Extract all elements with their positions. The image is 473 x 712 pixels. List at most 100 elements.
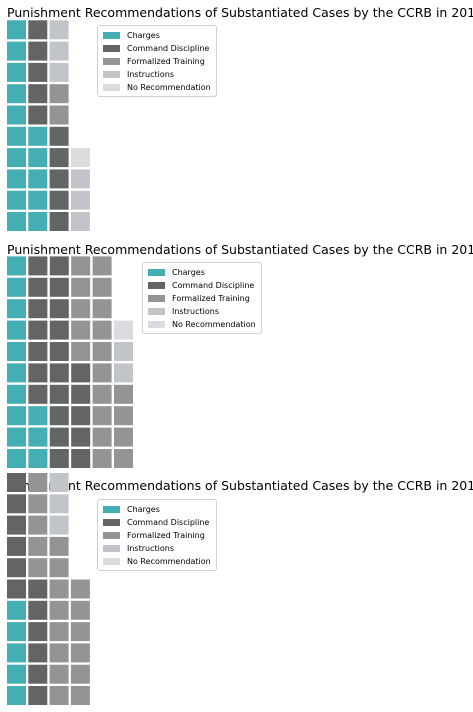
legend-swatch [148, 295, 165, 302]
legend-swatch [103, 545, 120, 552]
waffle-cell-command-discipline [28, 63, 47, 82]
legend-swatch [103, 532, 120, 539]
waffle-cell-formalized-training [50, 537, 69, 556]
waffle-cell-command-discipline [28, 580, 47, 599]
waffle-cell-command-discipline [28, 106, 47, 125]
waffle-cell-formalized-training [71, 665, 90, 684]
waffle-cell-command-discipline [7, 537, 26, 556]
waffle-cell-charges [7, 686, 26, 705]
waffle-cell-formalized-training [71, 342, 90, 361]
waffle-cell-command-discipline [50, 299, 69, 318]
waffle-cell-charges [7, 406, 26, 425]
waffle-cell-command-discipline [50, 428, 69, 447]
waffle-panel-2014: Punishment Recommendations of Substantia… [0, 0, 473, 236]
legend-item: Charges [148, 266, 256, 279]
legend-item: Charges [103, 29, 211, 42]
waffle-cell-formalized-training [50, 622, 69, 641]
legend-label: Charges [127, 505, 160, 514]
waffle-cell-charges [7, 385, 26, 404]
legend-item: Command Discipline [148, 279, 256, 292]
waffle-cell-charges [28, 212, 47, 231]
waffle-cell-formalized-training [93, 428, 112, 447]
legend-label: Instructions [172, 307, 219, 316]
legend-item: Formalized Training [148, 292, 256, 305]
waffle-cell-formalized-training [50, 665, 69, 684]
waffle-cell-formalized-training [50, 558, 69, 577]
waffle-cell-formalized-training [71, 686, 90, 705]
waffle-cell-charges [28, 169, 47, 188]
waffle-cell-command-discipline [50, 256, 69, 275]
waffle-cell-charges [28, 191, 47, 210]
waffle-cell-command-discipline [50, 278, 69, 297]
legend-swatch [148, 308, 165, 315]
waffle-cell-command-discipline [7, 473, 26, 492]
legend-item: Instructions [148, 305, 256, 318]
legend-swatch [148, 321, 165, 328]
legend-item: No Recommendation [148, 318, 256, 331]
waffle-cell-charges [7, 643, 26, 662]
legend-label: No Recommendation [127, 83, 211, 92]
waffle-cell-formalized-training [50, 580, 69, 599]
waffle-cell-command-discipline [28, 42, 47, 61]
waffle-cell-formalized-training [50, 643, 69, 662]
waffle-cell-formalized-training [71, 321, 90, 340]
legend-swatch [148, 269, 165, 276]
waffle-cell-command-discipline [7, 516, 26, 535]
waffle-cell-formalized-training [71, 601, 90, 620]
waffle-cell-charges [28, 428, 47, 447]
waffle-cell-command-discipline [50, 449, 69, 468]
waffle-cell-charges [7, 321, 26, 340]
waffle-cell-instructions [50, 473, 69, 492]
waffle-cell-command-discipline [28, 601, 47, 620]
waffle-cell-instructions [71, 191, 90, 210]
waffle-cell-charges [7, 63, 26, 82]
waffle-cell-charges [28, 449, 47, 468]
waffle-cell-command-discipline [28, 321, 47, 340]
legend-swatch [103, 84, 120, 91]
waffle-cell-command-discipline [28, 20, 47, 39]
waffle-cell-formalized-training [114, 406, 133, 425]
waffle-cell-command-discipline [28, 643, 47, 662]
legend-item: Formalized Training [103, 55, 211, 68]
waffle-cell-formalized-training [28, 516, 47, 535]
waffle-cell-no-recommendation [71, 148, 90, 167]
waffle-cell-formalized-training [93, 278, 112, 297]
legend-label: Charges [127, 31, 160, 40]
waffle-cell-instructions [50, 63, 69, 82]
legend-swatch [103, 32, 120, 39]
waffle-cell-charges [7, 42, 26, 61]
waffle-cell-charges [7, 106, 26, 125]
legend-label: Formalized Training [172, 294, 250, 303]
waffle-cell-formalized-training [71, 299, 90, 318]
legend-item: Instructions [103, 542, 211, 555]
waffle-cell-charges [7, 622, 26, 641]
waffle-cell-command-discipline [28, 363, 47, 382]
waffle-cell-charges [7, 191, 26, 210]
waffle-cell-formalized-training [71, 643, 90, 662]
waffle-cell-formalized-training [93, 363, 112, 382]
waffle-cell-formalized-training [50, 84, 69, 103]
waffle-cell-formalized-training [71, 580, 90, 599]
waffle-cell-formalized-training [50, 686, 69, 705]
waffle-cell-formalized-training [28, 558, 47, 577]
waffle-cell-command-discipline [28, 84, 47, 103]
waffle-grid [0, 0, 473, 236]
waffle-cell-command-discipline [71, 428, 90, 447]
waffle-cell-command-discipline [71, 406, 90, 425]
legend-swatch [103, 519, 120, 526]
waffle-cell-command-discipline [28, 342, 47, 361]
waffle-cell-command-discipline [28, 278, 47, 297]
legend-swatch [103, 506, 120, 513]
waffle-cell-command-discipline [50, 212, 69, 231]
waffle-cell-command-discipline [71, 385, 90, 404]
legend-item: No Recommendation [103, 555, 211, 568]
waffle-cell-formalized-training [93, 342, 112, 361]
waffle-cell-charges [7, 278, 26, 297]
waffle-cell-charges [7, 601, 26, 620]
waffle-cell-instructions [50, 516, 69, 535]
legend-label: Instructions [127, 70, 174, 79]
waffle-cell-charges [7, 20, 26, 39]
waffle-cell-charges [7, 449, 26, 468]
waffle-cell-formalized-training [114, 428, 133, 447]
waffle-cell-command-discipline [28, 256, 47, 275]
